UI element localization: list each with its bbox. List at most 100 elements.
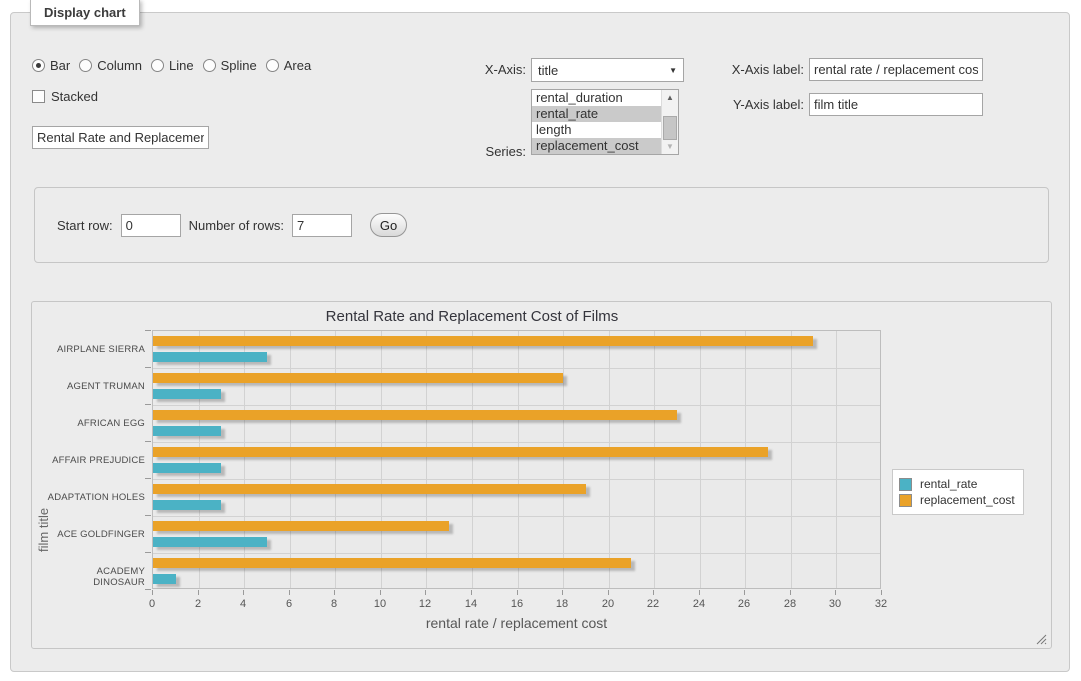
radio-column[interactable]: Column [79,58,142,73]
legend-item: replacement_cost [899,493,1015,507]
x-tick-mark [243,590,244,595]
stacked-checkbox[interactable] [32,90,45,103]
x-axis-select[interactable]: title ▼ [531,58,684,82]
x-tick-mark [699,590,700,595]
chart-type-radio-group: Bar Column Line Spline Area [32,58,320,73]
series-option-rental_rate[interactable]: rental_rate [532,106,661,122]
x-tick-mark [744,590,745,595]
x-tick-label: 18 [547,598,577,610]
series-option-rental_duration[interactable]: rental_duration [532,90,661,106]
stacked-option[interactable]: Stacked [32,89,98,104]
radio-label: Area [284,58,311,73]
category-label: ACE GOLDFINGER [44,529,145,540]
scroll-down-icon[interactable]: ▼ [662,139,678,154]
x-tick-label: 8 [319,598,349,610]
x-tick-label: 2 [183,598,213,610]
radio-label: Line [169,58,194,73]
bar-replacement_cost [153,521,449,531]
chart-title-input[interactable] [32,126,209,149]
bar-rental_rate [153,537,267,547]
radio-circle-icon[interactable] [266,59,279,72]
bar-rental_rate [153,352,267,362]
gridline [563,331,564,588]
x-tick-mark [517,590,518,595]
start-row-input[interactable] [121,214,181,237]
y-axis-label-caption: Y-Axis label: [716,97,804,112]
x-tick-mark [289,590,290,595]
resize-handle-icon[interactable] [1036,634,1047,645]
row-range-box: Start row: Number of rows: Go [34,187,1049,263]
panel-legend: Display chart [30,0,140,26]
bar-replacement_cost [153,484,586,494]
y-tick-mark [145,552,151,553]
x-tick-label: 4 [228,598,258,610]
radio-circle-icon[interactable] [203,59,216,72]
x-tick-mark [380,590,381,595]
x-tick-mark [425,590,426,595]
bar-rental_rate [153,389,221,399]
x-axis-label-input[interactable] [809,58,983,81]
gridline [518,331,519,588]
radio-label: Spline [221,58,257,73]
gridline [609,331,610,588]
y-tick-mark [145,367,151,368]
bar-rental_rate [153,426,221,436]
bar-replacement_cost [153,447,768,457]
radio-label: Bar [50,58,70,73]
y-tick-mark [145,441,151,442]
radio-bar[interactable]: Bar [32,58,70,73]
x-axis-title: rental rate / replacement cost [152,615,881,631]
num-rows-input[interactable] [292,214,352,237]
radio-line[interactable]: Line [151,58,194,73]
x-tick-label: 32 [866,598,896,610]
x-tick-label: 16 [502,598,532,610]
radio-circle-icon[interactable] [79,59,92,72]
y-axis-label-input[interactable] [809,93,983,116]
x-tick-mark [653,590,654,595]
gridline [654,331,655,588]
series-option-replacement_cost[interactable]: replacement_cost [532,138,661,154]
bar-rental_rate [153,500,221,510]
go-button[interactable]: Go [370,213,407,237]
start-row-label: Start row: [57,218,113,233]
bar-rental_rate [153,463,221,473]
x-tick-mark [334,590,335,595]
x-tick-label: 24 [684,598,714,610]
display-chart-panel: Display chart BarColumnLineSplineArea St… [10,12,1070,672]
series-list-label: Series: [441,144,526,159]
y-tick-mark [145,589,151,590]
radio-area[interactable]: Area [266,58,311,73]
legend-label: replacement_cost [912,493,1015,507]
gridline [472,331,473,588]
x-tick-mark [881,590,882,595]
x-tick-mark [790,590,791,595]
x-tick-mark [152,590,153,595]
series-multiselect[interactable]: rental_durationrental_ratelengthreplacem… [531,89,679,155]
x-axis-select-label: X-Axis: [441,62,526,77]
category-label: ACADEMY DINOSAUR [44,566,145,588]
gridline [199,331,200,588]
series-list-scrollbar[interactable]: ▲ ▼ [661,90,678,154]
x-tick-mark [198,590,199,595]
x-tick-label: 10 [365,598,395,610]
num-rows-label: Number of rows: [189,218,284,233]
chart-container: Rental Rate and Replacement Cost of Film… [31,301,1052,649]
x-tick-label: 20 [593,598,623,610]
scrollbar-thumb[interactable] [663,116,677,140]
y-tick-mark [145,330,151,331]
radio-spline[interactable]: Spline [203,58,257,73]
series-option-length[interactable]: length [532,122,661,138]
gridline [153,553,880,554]
x-tick-label: 26 [729,598,759,610]
radio-circle-icon[interactable] [151,59,164,72]
radio-label: Column [97,58,142,73]
x-axis-selected-value: title [538,63,669,78]
scroll-up-icon[interactable]: ▲ [662,90,678,105]
category-label: ADAPTATION HOLES [44,492,145,503]
x-tick-mark [562,590,563,595]
x-tick-label: 30 [820,598,850,610]
radio-circle-icon[interactable] [32,59,45,72]
y-tick-mark [145,515,151,516]
gridline [153,516,880,517]
category-label: AGENT TRUMAN [44,381,145,392]
